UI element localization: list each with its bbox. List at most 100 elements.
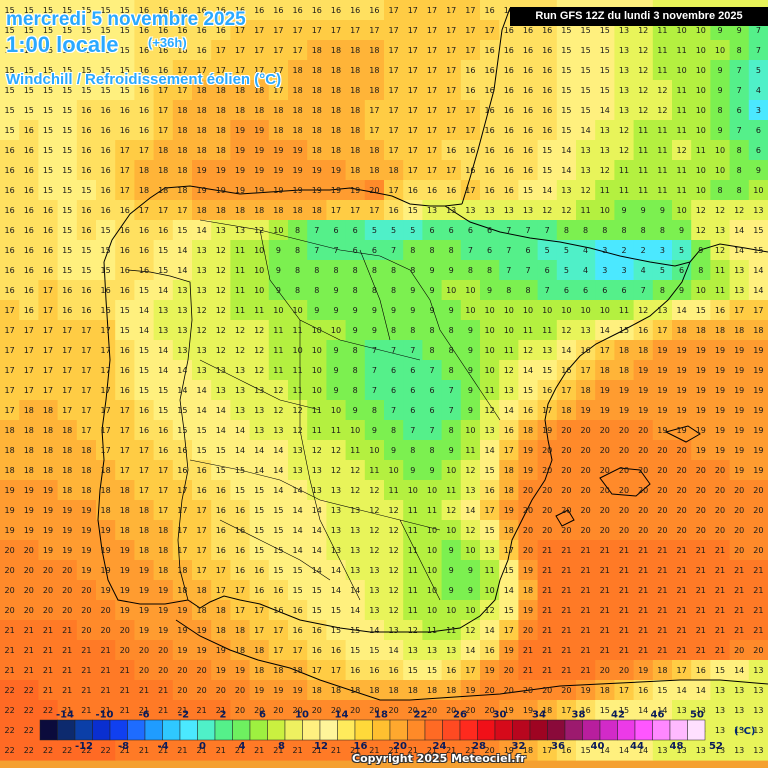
- temperature-value: 17: [389, 186, 399, 195]
- temperature-value: 18: [312, 86, 322, 95]
- temperature-cell: [38, 600, 59, 621]
- temperature-cell: [672, 560, 692, 581]
- temperature-cell: [614, 280, 635, 301]
- temperature-cell: [115, 200, 135, 221]
- temperature-value: 15: [561, 106, 571, 115]
- temperature-cell: [230, 700, 251, 721]
- temperature-cell: [307, 560, 327, 581]
- temperature-cell: [672, 500, 692, 521]
- temperature-cell: [537, 260, 558, 281]
- temperature-cell: [652, 440, 673, 461]
- temperature-cell: [384, 160, 404, 181]
- temperature-cell: [441, 320, 462, 341]
- temperature-value: 10: [312, 346, 322, 355]
- temperature-cell: [614, 440, 635, 461]
- temperature-value: 20: [62, 606, 72, 615]
- temperature-value: 6: [353, 246, 358, 255]
- temperature-value: 9: [353, 306, 358, 315]
- temperature-value: 12: [715, 246, 725, 255]
- temperature-value: 21: [715, 586, 725, 595]
- temperature-value: 21: [81, 686, 91, 695]
- temperature-value: 20: [5, 606, 15, 615]
- temperature-cell: [364, 500, 385, 521]
- temperature-value: 17: [657, 326, 667, 335]
- temperature-cell: [172, 200, 193, 221]
- temperature-value: 17: [465, 46, 475, 55]
- temperature-value: 19: [753, 386, 763, 395]
- temperature-cell: [652, 200, 673, 221]
- temperature-value: 16: [216, 486, 226, 495]
- temperature-cell: [499, 340, 519, 361]
- temperature-cell: [172, 120, 193, 141]
- temperature-cell: [153, 620, 174, 641]
- temperature-cell: [115, 380, 135, 401]
- temperature-value: 19: [273, 146, 283, 155]
- temperature-cell: [134, 80, 155, 101]
- temperature-value: 7: [372, 346, 377, 355]
- temperature-cell: [115, 220, 135, 241]
- temperature-value: 19: [273, 686, 283, 695]
- temperature-cell: [729, 600, 750, 621]
- temperature-value: 18: [331, 126, 341, 135]
- coastline-north: [103, 185, 463, 263]
- temperature-value: 15: [81, 246, 91, 255]
- temperature-cell: [134, 360, 155, 381]
- temperature-value: 21: [696, 606, 706, 615]
- temperature-value: 12: [235, 346, 245, 355]
- temperature-value: 17: [408, 46, 418, 55]
- temperature-value: 15: [197, 426, 207, 435]
- temperature-value: 8: [314, 286, 319, 295]
- temperature-cell: [480, 240, 500, 261]
- temperature-cell: [403, 740, 423, 761]
- temperature-cell: [172, 60, 193, 81]
- temperature-value: 14: [197, 386, 207, 395]
- temperature-cell: [172, 580, 193, 601]
- temperature-value: 16: [101, 166, 111, 175]
- temperature-value: 20: [5, 586, 15, 595]
- temperature-value: 15: [331, 626, 341, 635]
- temperature-value: 12: [293, 406, 303, 415]
- temperature-value: 15: [139, 346, 149, 355]
- temperature-cell: [691, 560, 711, 581]
- temperature-cell: [76, 0, 97, 21]
- temperature-value: 19: [43, 486, 53, 495]
- temperature-cell: [211, 140, 231, 161]
- temperature-value: 11: [485, 566, 495, 575]
- temperature-cell: [192, 80, 212, 101]
- temperature-value: 19: [24, 526, 34, 535]
- temperature-cell: [76, 580, 97, 601]
- temperature-value: 6: [333, 226, 338, 235]
- temperature-cell: [288, 640, 308, 661]
- temperature-value: 17: [120, 466, 130, 475]
- temperature-value: 9: [468, 566, 473, 575]
- temperature-value: 8: [737, 186, 742, 195]
- temperature-cell: [326, 700, 347, 721]
- temperature-value: 19: [715, 386, 725, 395]
- temperature-value: 18: [139, 526, 149, 535]
- legend-swatch: [127, 719, 146, 741]
- temperature-value: 18: [715, 326, 725, 335]
- temperature-cell: [748, 680, 768, 701]
- temperature-cell: [230, 600, 251, 621]
- temperature-cell: [748, 640, 768, 661]
- temperature-cell: [422, 120, 443, 141]
- temperature-value: 10: [581, 306, 591, 315]
- temperature-value: 20: [657, 486, 667, 495]
- temperature-cell: [364, 740, 385, 761]
- temperature-cell: [115, 420, 135, 441]
- temperature-value: 11: [619, 186, 629, 195]
- temperature-value: 15: [101, 246, 111, 255]
- temperature-cell: [307, 700, 327, 721]
- temperature-value: 16: [120, 286, 130, 295]
- temperature-cell: [710, 400, 731, 421]
- temperature-value: 17: [485, 26, 495, 35]
- temperature-value: 19: [523, 566, 533, 575]
- temperature-cell: [633, 560, 654, 581]
- temperature-cell: [441, 580, 462, 601]
- temperature-value: 18: [369, 146, 379, 155]
- temperature-value: 19: [753, 406, 763, 415]
- temperature-cell: [614, 380, 635, 401]
- legend-swatch: [459, 719, 478, 741]
- temperature-value: 11: [331, 426, 341, 435]
- temperature-value: 17: [216, 566, 226, 575]
